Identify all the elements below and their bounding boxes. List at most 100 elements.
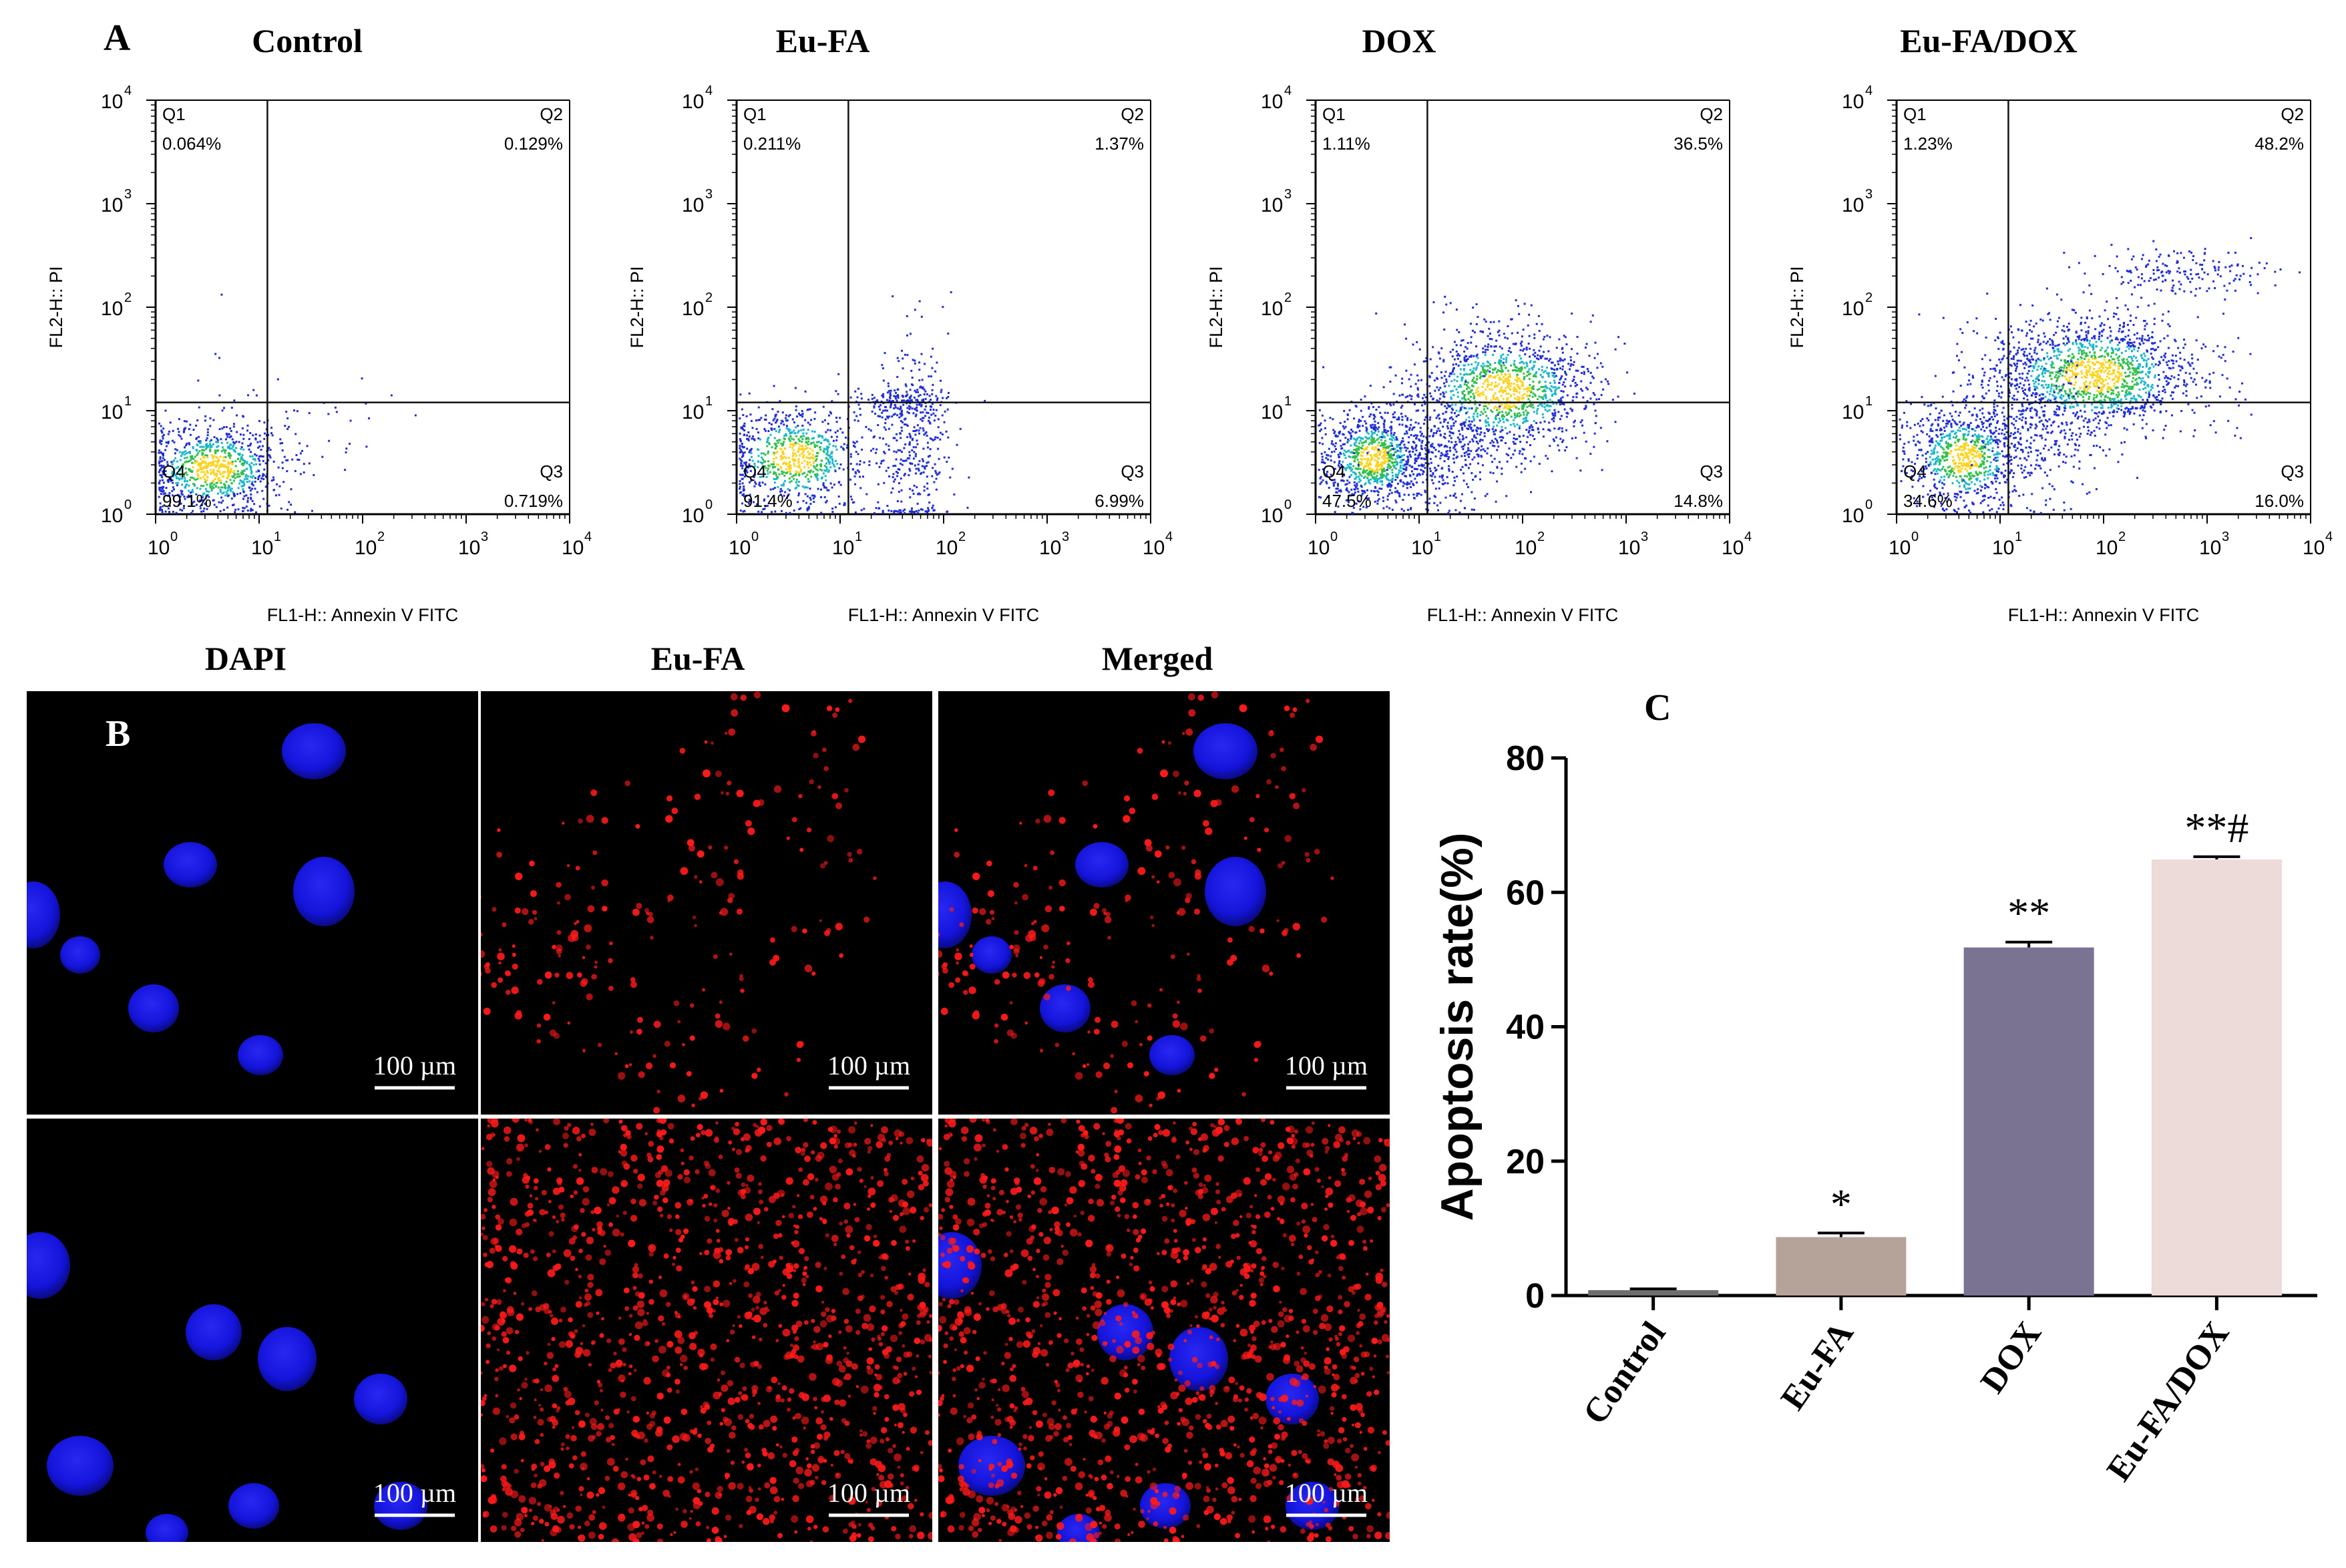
data-point	[904, 353, 906, 356]
data-point	[943, 456, 946, 459]
data-point	[1504, 377, 1507, 380]
data-point	[197, 440, 200, 443]
data-point	[743, 475, 746, 478]
data-point	[827, 459, 829, 462]
data-point	[1456, 375, 1459, 378]
data-point	[1499, 430, 1502, 433]
y-tick-label: 10	[101, 401, 123, 423]
data-point	[1390, 466, 1392, 469]
data-point	[1394, 374, 1397, 377]
data-point	[1505, 411, 1507, 414]
data-point	[1324, 433, 1327, 435]
data-point	[1519, 357, 1522, 360]
data-point	[1444, 385, 1446, 387]
data-point	[1370, 413, 1372, 416]
data-point	[1529, 425, 1531, 428]
data-point	[1369, 424, 1372, 427]
data-point	[1467, 447, 1470, 449]
data-point	[1453, 358, 1456, 361]
data-point	[226, 467, 229, 470]
data-point	[1500, 439, 1503, 442]
data-point	[251, 476, 254, 479]
data-point	[855, 415, 858, 417]
data-point	[214, 452, 217, 455]
data-point	[743, 429, 746, 431]
data-point	[1380, 477, 1382, 479]
data-point	[902, 459, 904, 462]
data-point	[767, 429, 770, 432]
data-point	[1485, 405, 1487, 407]
data-point	[1469, 323, 1472, 325]
data-point	[242, 480, 245, 483]
data-point	[286, 417, 289, 419]
data-point	[335, 411, 338, 413]
data-point	[1547, 374, 1550, 377]
data-point	[226, 493, 228, 496]
data-point	[1390, 425, 1392, 428]
data-point	[884, 422, 887, 425]
data-point	[242, 433, 245, 436]
data-point	[907, 399, 910, 401]
data-point	[1438, 397, 1441, 400]
data-point	[807, 457, 810, 459]
data-point	[775, 421, 777, 424]
data-point	[190, 455, 192, 458]
data-point	[1342, 433, 1344, 435]
data-point	[922, 429, 925, 432]
data-point	[857, 403, 860, 406]
data-point	[1450, 372, 1452, 375]
data-point	[164, 409, 167, 412]
data-point	[1418, 451, 1421, 454]
data-point	[1382, 386, 1385, 389]
data-point	[927, 507, 930, 510]
data-point	[942, 306, 944, 309]
y-tick-label: 10	[1261, 298, 1283, 320]
data-point	[896, 500, 899, 503]
data-point	[1519, 355, 1521, 357]
data-point	[1391, 469, 1394, 471]
data-point	[1328, 486, 1330, 489]
data-point	[1531, 429, 1533, 431]
data-point	[1369, 459, 1372, 461]
data-point	[919, 493, 922, 496]
data-point	[1390, 404, 1392, 407]
data-point	[1438, 480, 1440, 483]
data-point	[1476, 375, 1479, 377]
data-point	[859, 475, 861, 478]
data-point	[1567, 363, 1570, 365]
data-point	[1571, 437, 1573, 439]
data-point	[763, 452, 765, 455]
data-point	[1517, 331, 1519, 334]
quadrant-percent: 91.4%	[743, 491, 793, 511]
data-point	[192, 446, 194, 449]
data-point	[1513, 425, 1516, 427]
data-point	[246, 429, 248, 432]
data-point	[932, 383, 934, 386]
data-point	[951, 467, 954, 470]
data-point	[1442, 392, 1445, 395]
data-point	[801, 413, 804, 415]
data-point	[1353, 459, 1356, 462]
data-point	[947, 333, 950, 335]
data-point	[1464, 399, 1467, 401]
data-point	[1412, 427, 1414, 429]
data-point	[821, 469, 823, 471]
data-point	[1358, 429, 1361, 432]
data-point	[774, 465, 777, 468]
data-point	[1318, 423, 1321, 426]
data-point	[1462, 445, 1465, 447]
data-point	[1444, 455, 1446, 457]
data-point	[1509, 409, 1512, 411]
data-point	[196, 470, 198, 473]
data-point	[188, 460, 191, 463]
data-point	[1322, 479, 1324, 481]
data-point	[1544, 370, 1547, 373]
data-point	[904, 459, 906, 462]
data-point	[252, 463, 255, 466]
data-point	[903, 447, 906, 449]
data-point	[245, 473, 248, 476]
data-point	[764, 483, 767, 485]
data-point	[245, 505, 248, 508]
data-point	[1467, 363, 1470, 366]
data-point	[879, 408, 882, 411]
